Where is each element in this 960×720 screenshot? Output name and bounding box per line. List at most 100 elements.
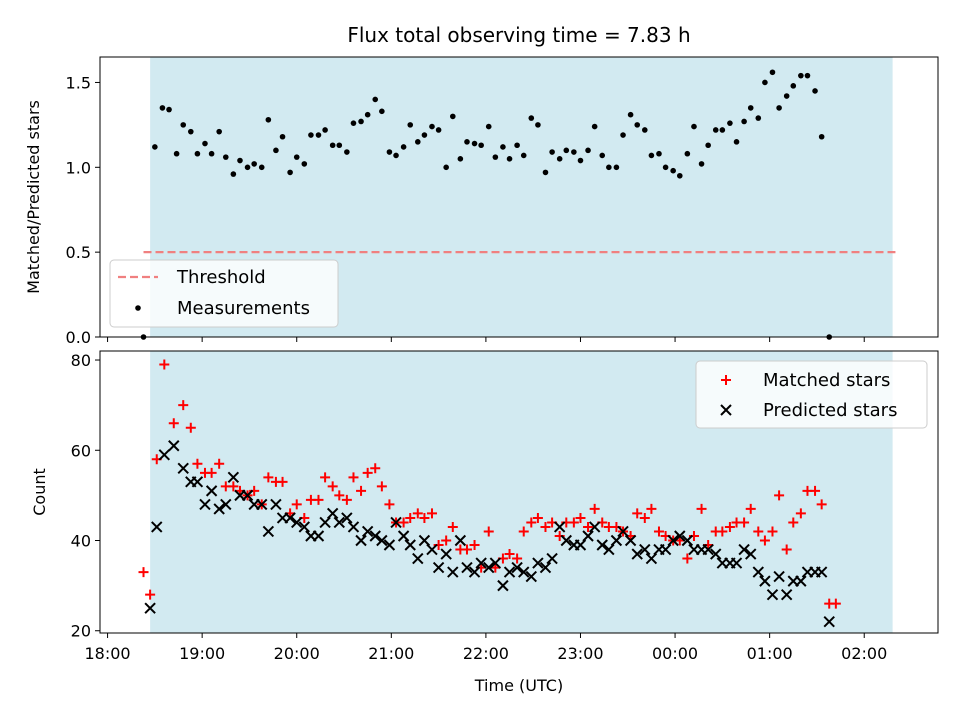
predicted-point [752, 566, 765, 578]
predicted-point [596, 539, 608, 551]
measurement-point [485, 123, 492, 130]
matched-point [469, 540, 480, 551]
matched-point [185, 422, 196, 433]
axes-frame [99, 56, 939, 338]
predicted-point [383, 539, 396, 551]
predicted-point [780, 588, 793, 601]
predicted-point [631, 548, 643, 560]
measurement-point [457, 156, 464, 162]
predicted-point [815, 566, 828, 578]
matched-point [320, 472, 331, 483]
predicted-point [461, 561, 473, 574]
predicted-point [823, 616, 835, 628]
measurement-point [208, 150, 215, 157]
measurement-point [180, 122, 187, 128]
measurement-point [202, 140, 208, 147]
matched-point [682, 553, 693, 564]
matched-point [575, 512, 586, 523]
measurement-point [393, 152, 399, 159]
series-measurements [140, 69, 833, 340]
measurement-point [443, 164, 449, 171]
measurement-point [641, 127, 648, 133]
measurement-point [620, 132, 626, 138]
predicted-point [759, 575, 771, 587]
measurement-point [336, 142, 343, 149]
measurement-point [656, 150, 662, 157]
measurement-point [244, 164, 251, 171]
x-tick-label: 18:00 [85, 644, 131, 663]
measurement-point [506, 156, 513, 162]
predicted-point [168, 440, 180, 452]
predicted-point [284, 512, 296, 524]
predicted-point [298, 521, 311, 533]
measurement-point [577, 157, 584, 164]
legend-threshold-label: Threshold [176, 267, 266, 288]
y-tick-label: 0.0 [66, 328, 91, 347]
predicted-point [432, 561, 445, 574]
measurement-point [606, 164, 612, 171]
predicted-point [574, 539, 587, 551]
measurement-point [173, 150, 180, 157]
predicted-point [390, 516, 402, 529]
predicted-point [645, 552, 658, 565]
predicted-point [397, 530, 410, 542]
matched-point [504, 549, 515, 560]
measurement-point [613, 164, 620, 171]
measurement-point [194, 150, 201, 157]
matched-point [781, 544, 792, 555]
predicted-point [489, 557, 502, 569]
predicted-point [347, 521, 360, 533]
matched-point [540, 521, 551, 532]
matched-point [717, 526, 728, 537]
measurement-point [293, 154, 300, 160]
measurement-point [769, 69, 776, 76]
measurement-point [585, 147, 591, 154]
predicted-point [603, 543, 615, 556]
measurement-point [762, 79, 768, 86]
legend-matched-label: Matched stars [763, 370, 890, 391]
measurement-point [698, 161, 705, 167]
measurement-point [798, 72, 804, 79]
measurement-point [414, 139, 421, 145]
predicted-point [588, 521, 601, 533]
matched-point [426, 508, 437, 519]
predicted-point [553, 521, 566, 533]
matched-point [745, 503, 756, 514]
predicted-point [326, 507, 339, 520]
measurement-point [301, 161, 308, 167]
measurement-point [733, 139, 740, 145]
measurement-point [591, 123, 598, 130]
y-tick-label: 40 [71, 532, 91, 551]
measurement-point [627, 111, 634, 118]
measurement-point [478, 142, 484, 149]
measurement-point [372, 96, 379, 103]
predicted-point [795, 575, 807, 587]
predicted-point [447, 566, 459, 578]
matched-point [145, 589, 156, 600]
x-tick-label: 02:00 [841, 644, 887, 663]
y-tick-label: 1.5 [66, 73, 91, 92]
measurement-point [542, 169, 549, 176]
predicted-point [270, 498, 282, 511]
measurement-point [251, 161, 257, 167]
matched-point [228, 481, 239, 492]
x-axis-label: Time (UTC) [474, 676, 563, 695]
predicted-point [667, 534, 679, 547]
matched-point [405, 512, 416, 523]
measurement-point [727, 120, 733, 126]
matched-point [348, 472, 359, 483]
predicted-point [468, 566, 481, 578]
matched-point [263, 472, 274, 483]
legend-matched-swatch [721, 375, 731, 385]
predicted-point [426, 543, 438, 556]
predicted-point [497, 579, 509, 592]
predicted-point [256, 498, 268, 511]
measurement-point [364, 111, 371, 118]
predicted-point [227, 471, 240, 484]
measurement-point [741, 118, 747, 125]
matched-point [816, 499, 827, 510]
predicted-point [333, 516, 346, 529]
predicted-point [659, 543, 672, 556]
predicted-point [518, 566, 530, 578]
predicted-point [440, 548, 452, 560]
